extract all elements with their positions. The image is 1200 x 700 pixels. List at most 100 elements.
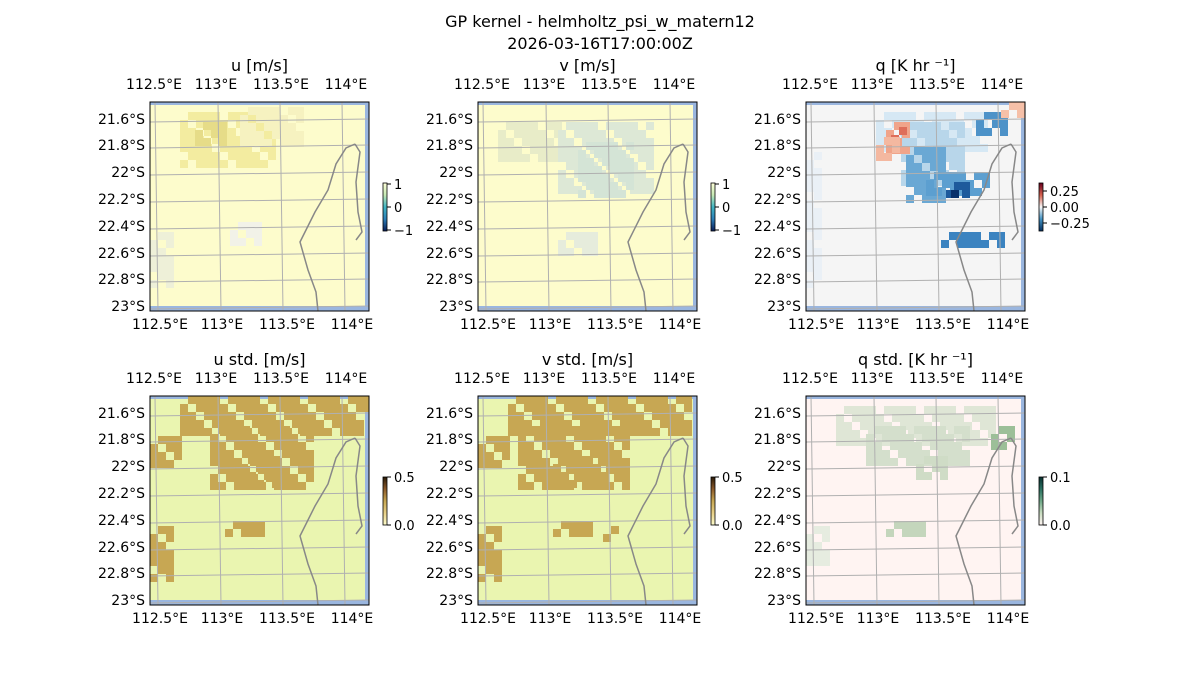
field-cell (646, 122, 654, 130)
field-cell (228, 152, 236, 160)
lon-label-bottom: 113°E (200, 611, 244, 627)
field-cell (566, 186, 574, 194)
field-cell (558, 154, 566, 162)
field-cell (941, 240, 949, 248)
field-cell (902, 146, 910, 154)
field-cell (814, 216, 822, 224)
field-cell (578, 158, 586, 166)
field-cell (296, 139, 304, 147)
ocean-edge (150, 102, 369, 105)
field-cell (586, 182, 594, 190)
field-cell (558, 130, 566, 138)
field-cell (836, 430, 844, 438)
lat-label: 21.6°S (97, 112, 145, 128)
lat-label: 22.2°S (97, 486, 145, 502)
field-cell (874, 458, 882, 466)
field-cell (593, 464, 601, 472)
field-cell (324, 428, 332, 436)
field-cell (598, 130, 606, 138)
field-cell (628, 412, 636, 420)
lat-label: 22°S (439, 165, 473, 181)
lat-label: 23°S (767, 299, 801, 315)
field-cell (962, 434, 970, 442)
field-cell (814, 152, 822, 160)
ocean-edge (478, 102, 697, 105)
field-cell (272, 464, 280, 472)
lon-label-bottom: 113.5°E (587, 611, 643, 627)
field-cell (546, 146, 554, 154)
field-cell (538, 154, 546, 162)
field-cell (478, 444, 486, 452)
field-cell (620, 420, 628, 428)
field-cell (572, 412, 580, 420)
lat-gridline (806, 118, 1025, 123)
ocean-edge (693, 102, 697, 311)
field-cell (324, 404, 332, 412)
field-cell (622, 426, 630, 434)
field-cell (332, 396, 340, 404)
field-cell (866, 434, 874, 442)
field-cell (860, 438, 868, 446)
field-cell (244, 412, 252, 420)
lon-gridline (279, 102, 284, 311)
lat-gridline (150, 252, 369, 257)
field-cell (806, 256, 814, 264)
field-cell (574, 240, 582, 248)
field-cell (526, 482, 534, 490)
field-cell (582, 122, 590, 130)
field-cell (514, 122, 522, 130)
field-cell (236, 420, 244, 428)
field-cell (252, 152, 260, 160)
lat-gridline (806, 438, 1025, 443)
field-cell (917, 122, 925, 130)
field-cell (204, 152, 212, 160)
field-cell (900, 414, 908, 422)
field-cell (614, 450, 622, 458)
field-cell (540, 420, 548, 428)
lat-gridline (806, 412, 1025, 417)
field-cell (166, 574, 174, 582)
lat-label: 22.6°S (97, 540, 145, 556)
field-cell (585, 472, 593, 480)
field-cell (526, 458, 534, 466)
field-cell (582, 232, 590, 240)
field-cell (306, 458, 314, 466)
field-cell (180, 136, 188, 144)
lon-gridline (997, 102, 1002, 311)
field-cell (806, 216, 814, 224)
field-cell (518, 482, 526, 490)
field-cell (612, 404, 620, 412)
lat-gridline (150, 519, 369, 524)
field-cell (210, 482, 218, 490)
field-cell (566, 162, 574, 170)
field-cell (248, 107, 256, 115)
field-cell (212, 152, 220, 160)
field-cell (534, 458, 542, 466)
field-cell (938, 426, 946, 434)
field-cell (906, 195, 914, 203)
field-cell (522, 138, 530, 146)
field-cell (602, 190, 610, 198)
lat-label: 22.8°S (97, 272, 145, 288)
field-cell (660, 404, 668, 412)
field-cell (984, 112, 992, 120)
coastline (299, 437, 356, 605)
field-cell (226, 458, 234, 466)
field-cell (256, 480, 264, 488)
field-cell (806, 534, 814, 542)
lat-gridline (478, 572, 697, 577)
field-cell (196, 396, 204, 404)
field-cell (180, 120, 188, 128)
field-cell (814, 192, 822, 200)
field-cell (676, 396, 684, 404)
field-cell (280, 123, 288, 131)
field-cell (814, 168, 822, 176)
field-cell (272, 131, 280, 139)
field-cell (566, 146, 574, 154)
field-cell (508, 428, 516, 436)
field-cell (594, 150, 602, 158)
field-cell (922, 426, 930, 434)
field-cell (166, 534, 174, 542)
field-cell (909, 138, 917, 146)
field-cell (290, 482, 298, 490)
